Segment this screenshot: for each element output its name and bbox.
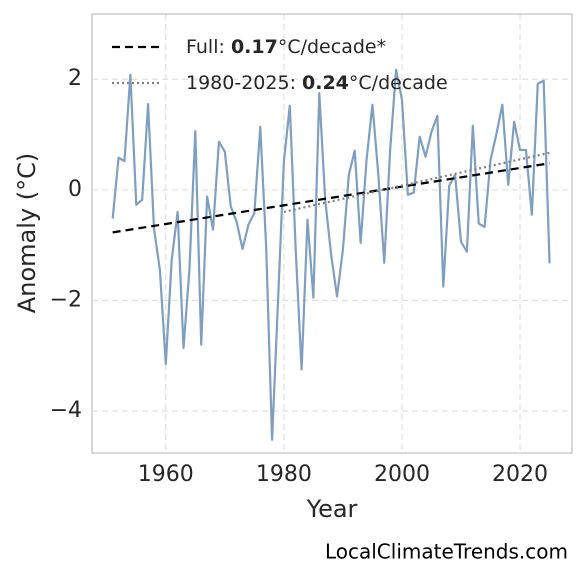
x-tick-label: 1960 — [138, 462, 194, 487]
x-tick-label: 2000 — [374, 462, 430, 487]
trend-line — [283, 151, 550, 214]
data-line — [111, 68, 551, 441]
legend-label-part: Full: — [186, 36, 231, 58]
y-tick-label: −2 — [50, 287, 82, 312]
legend-label-part: °C/decade* — [278, 36, 386, 58]
x-axis-label: Year — [306, 495, 358, 523]
trend-line — [112, 162, 550, 234]
legend-label-part: 1980-2025: — [186, 72, 302, 94]
x-tick-label: 2020 — [492, 462, 548, 487]
y-tick-label: 2 — [68, 66, 82, 91]
legend-label-part: 0.17 — [231, 36, 278, 58]
x-tick-label: 1980 — [256, 462, 312, 487]
y-axis-label: Anomaly (°C) — [13, 153, 41, 313]
legend-label: 1980-2025: 0.24°C/decade — [186, 72, 448, 94]
legend-label: Full: 0.17°C/decade* — [186, 36, 386, 58]
legend-label-part: °C/decade — [349, 72, 448, 94]
y-tick-label: −4 — [50, 398, 82, 423]
legend-label-part: 0.24 — [302, 72, 349, 94]
plot-frame — [91, 13, 573, 454]
y-tick-label: 0 — [68, 177, 82, 202]
source-label: LocalClimateTrends.com — [325, 540, 568, 564]
